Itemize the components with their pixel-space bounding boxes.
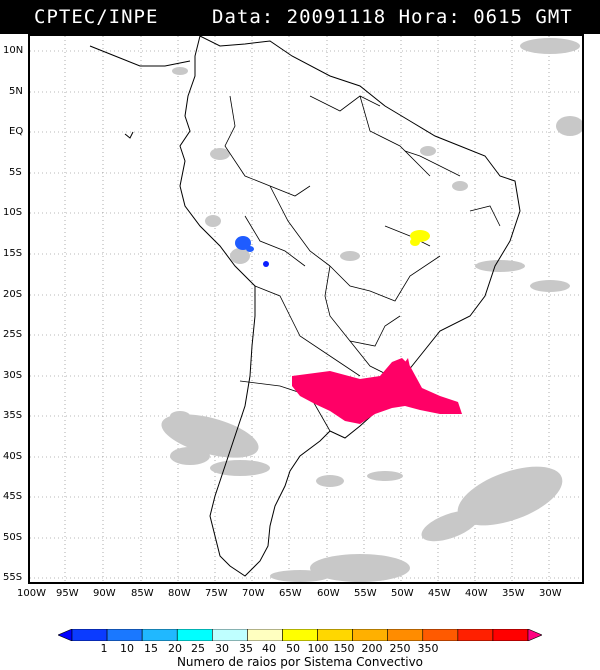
lon-label: 90W — [93, 588, 116, 599]
lon-label: 75W — [205, 588, 228, 599]
colorbar-segment — [282, 629, 318, 641]
colorbar — [58, 629, 542, 641]
blue-system-peru — [235, 236, 269, 267]
colorbar-cap-right — [527, 629, 542, 641]
lat-label: 20S — [3, 289, 23, 300]
lat-label: 30S — [3, 370, 23, 381]
colorbar-label: 1 — [100, 642, 108, 655]
colorbar-segment — [106, 629, 143, 641]
lat-label: 10S — [3, 207, 23, 218]
south-america-outline — [179, 36, 521, 577]
colorbar-label: 150 — [333, 642, 355, 655]
map-panel: 10N 5N EQ 5S 10S 15S 20S 25S 30S 35S 40S… — [3, 34, 584, 584]
convective-systems — [235, 230, 462, 424]
central-america — [89, 45, 191, 67]
lon-label: 50W — [391, 588, 414, 599]
lon-label: 30W — [539, 588, 562, 599]
source-label: CPTEC/INPE — [34, 6, 159, 28]
lat-label: 15S — [3, 248, 23, 259]
lon-label: 35W — [502, 588, 525, 599]
map-canvas — [30, 36, 582, 582]
datetime-label: Data: 20091118 Hora: 0615 GMT — [212, 6, 573, 28]
lat-label: EQ — [9, 126, 24, 137]
lon-label: 65W — [279, 588, 302, 599]
colorbar-segment — [422, 629, 459, 641]
title-bar: CPTEC/INPE Data: 20091118 Hora: 0615 GMT — [0, 0, 600, 34]
colorbar-segment — [247, 629, 283, 641]
coastlines — [89, 36, 521, 577]
lat-label: 5N — [9, 86, 23, 97]
cloud-cover — [161, 38, 582, 582]
lon-label: 55W — [354, 588, 377, 599]
colorbar-segment — [317, 629, 353, 641]
colorbar-label: 50 — [286, 642, 300, 655]
colorbar-segment — [176, 629, 213, 641]
lat-label: 25S — [3, 329, 23, 340]
colorbar-label: 350 — [417, 642, 439, 655]
colorbar-label: 200 — [361, 642, 383, 655]
lon-label: 80W — [168, 588, 191, 599]
colorbar-label: 10 — [120, 642, 134, 655]
lon-label: 95W — [56, 588, 79, 599]
magenta-system-south — [292, 358, 462, 424]
lon-label: 45W — [428, 588, 451, 599]
lon-label: 40W — [465, 588, 488, 599]
lon-label: 70W — [242, 588, 265, 599]
lon-label: 100W — [17, 588, 46, 599]
colorbar-label: 20 — [168, 642, 182, 655]
country-borders — [224, 95, 501, 432]
colorbar-label: 30 — [215, 642, 229, 655]
colorbar-label: 250 — [389, 642, 411, 655]
lat-label: 10N — [3, 45, 24, 56]
colorbar-segment — [141, 629, 178, 641]
colorbar-segment — [71, 629, 108, 641]
lat-label: 35S — [3, 410, 23, 421]
lat-label: 5S — [9, 167, 22, 178]
colorbar-label: 40 — [262, 642, 276, 655]
colorbar-segment — [387, 629, 424, 641]
colorbar-segment — [352, 629, 388, 641]
colorbar-segment — [212, 629, 248, 641]
colorbar-segments — [71, 629, 529, 641]
colorbar-cap-left — [58, 629, 73, 641]
colorbar-label: 15 — [144, 642, 158, 655]
colorbar-segment — [457, 629, 494, 641]
lat-label: 55S — [3, 572, 23, 583]
lat-label: 40S — [3, 451, 23, 462]
lon-label: 60W — [317, 588, 340, 599]
yellow-system-bahia — [410, 230, 430, 246]
lon-label: 85W — [131, 588, 154, 599]
colorbar-label: 35 — [239, 642, 253, 655]
lat-label: 45S — [3, 491, 23, 502]
colorbar-title: Numero de raios por Sistema Convectivo — [176, 655, 424, 669]
colorbar-label: 100 — [307, 642, 329, 655]
lat-label: 50S — [3, 532, 23, 543]
colorbar-label: 25 — [191, 642, 205, 655]
colorbar-segment — [492, 629, 529, 641]
